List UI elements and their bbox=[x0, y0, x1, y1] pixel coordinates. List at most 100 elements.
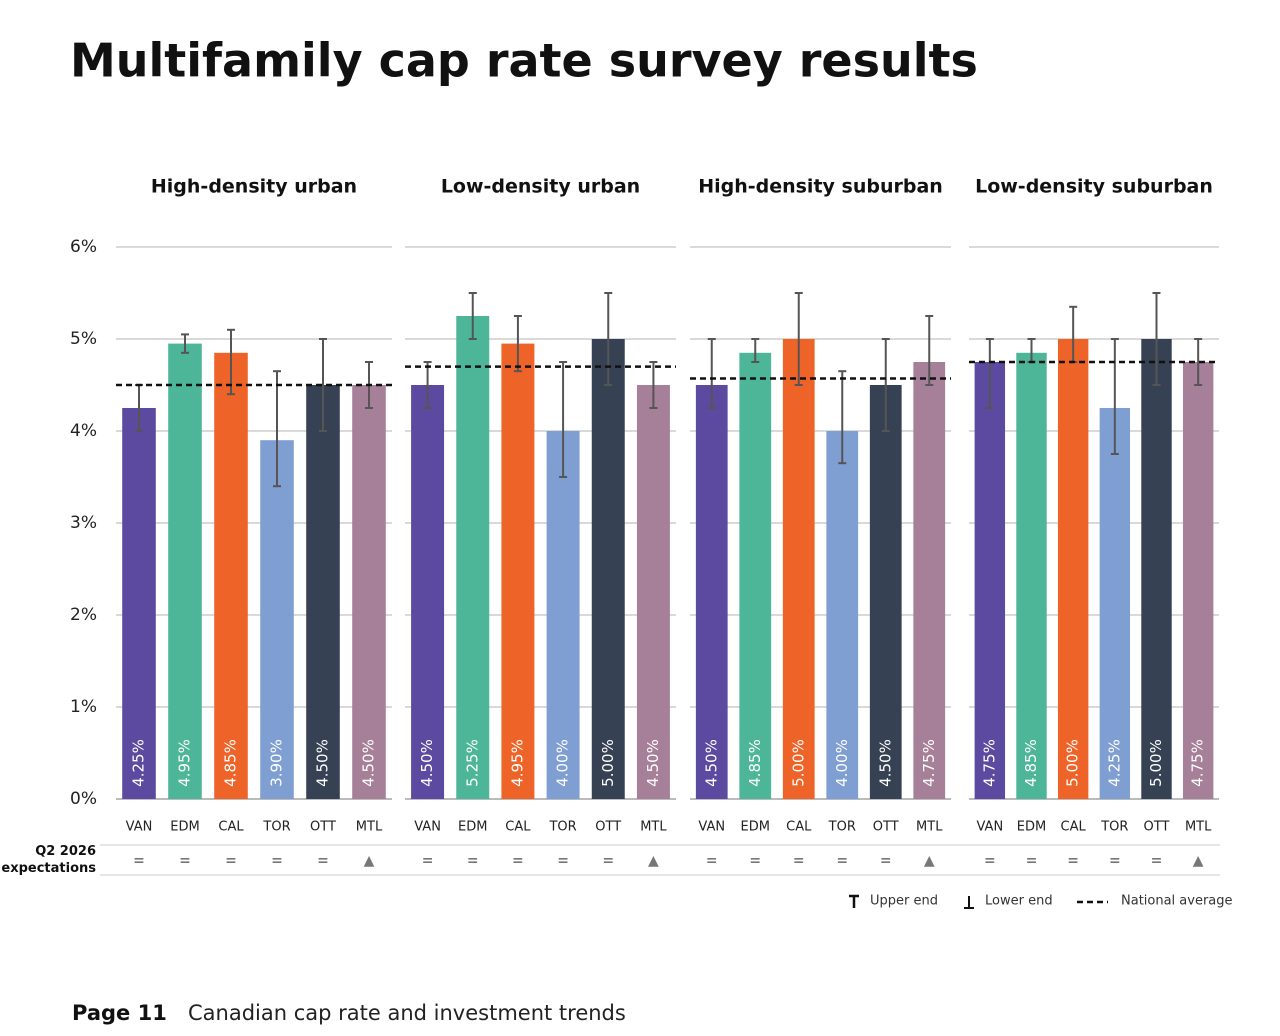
value-label: 4.85% bbox=[1022, 739, 1040, 787]
legend-label: Upper end bbox=[870, 894, 938, 909]
legend-label: Lower end bbox=[985, 894, 1053, 909]
x-tick-label: TOR bbox=[548, 820, 576, 835]
y-tick-label: 6% bbox=[70, 237, 97, 257]
value-label: 4.50% bbox=[702, 739, 720, 787]
expectation: = bbox=[1151, 853, 1163, 869]
bar bbox=[869, 385, 902, 799]
bar bbox=[1057, 339, 1089, 799]
expectation: = bbox=[602, 853, 614, 869]
x-tick-label: OTT bbox=[595, 820, 621, 835]
x-tick-label: VAN bbox=[126, 820, 153, 835]
bar bbox=[974, 362, 1006, 799]
x-tick-label: EDM bbox=[1017, 820, 1046, 835]
expectation: = bbox=[880, 853, 892, 869]
expectation: ▲ bbox=[364, 853, 375, 869]
x-tick-label: VAN bbox=[976, 820, 1003, 835]
y-tick-label: 3% bbox=[70, 513, 97, 533]
value-label: 4.95% bbox=[176, 739, 194, 787]
bar bbox=[168, 343, 202, 799]
expectation: ▲ bbox=[924, 853, 935, 869]
bar bbox=[546, 431, 580, 799]
value-label: 4.50% bbox=[418, 739, 436, 787]
x-tick-label: OTT bbox=[310, 820, 336, 835]
bar bbox=[591, 339, 625, 799]
value-label: 4.25% bbox=[1105, 739, 1123, 787]
value-label: 5.00% bbox=[1064, 739, 1082, 787]
y-tick-label: 4% bbox=[70, 421, 97, 441]
expectation: = bbox=[271, 853, 283, 869]
bar bbox=[411, 385, 445, 799]
legend-label: National average bbox=[1121, 894, 1233, 909]
bar bbox=[739, 352, 772, 799]
expectation: = bbox=[179, 853, 191, 869]
x-tick-label: VAN bbox=[698, 820, 725, 835]
value-label: 5.00% bbox=[1147, 739, 1165, 787]
expectation: = bbox=[1067, 853, 1079, 869]
x-tick-label: EDM bbox=[741, 820, 770, 835]
expectation: = bbox=[984, 853, 996, 869]
bar bbox=[826, 431, 859, 799]
value-label: 4.75% bbox=[1189, 739, 1207, 787]
x-tick-label: OTT bbox=[1144, 820, 1170, 835]
bar bbox=[260, 440, 294, 799]
bar bbox=[122, 408, 156, 799]
x-tick-label: EDM bbox=[458, 820, 487, 835]
value-label: 4.50% bbox=[644, 739, 662, 787]
x-tick-label: CAL bbox=[218, 820, 244, 835]
y-tick-label: 5% bbox=[70, 329, 97, 349]
y-tick-label: 0% bbox=[70, 789, 97, 809]
expectation: ▲ bbox=[1193, 853, 1204, 869]
expectation: = bbox=[317, 853, 329, 869]
x-tick-label: TOR bbox=[828, 820, 856, 835]
bar bbox=[1016, 352, 1047, 799]
expectation: = bbox=[512, 853, 524, 869]
panel-title: High-density urban bbox=[151, 176, 357, 198]
expectation: = bbox=[225, 853, 237, 869]
footer-page: Page 11 bbox=[72, 1001, 167, 1025]
x-tick-label: EDM bbox=[170, 820, 199, 835]
x-tick-label: CAL bbox=[1061, 820, 1087, 835]
value-label: 4.00% bbox=[833, 739, 851, 787]
x-tick-label: VAN bbox=[414, 820, 441, 835]
value-label: 4.50% bbox=[876, 739, 894, 787]
value-label: 4.25% bbox=[130, 739, 148, 787]
expectation: = bbox=[467, 853, 479, 869]
legend-icon-upper bbox=[849, 894, 859, 908]
expectation: = bbox=[1026, 853, 1038, 869]
x-tick-label: MTL bbox=[356, 820, 383, 835]
expectations-label: Q2 2026 expectations bbox=[1, 844, 96, 876]
expectation: = bbox=[133, 853, 145, 869]
bar bbox=[1182, 362, 1214, 799]
bar bbox=[1099, 408, 1131, 799]
expectation: = bbox=[749, 853, 761, 869]
value-label: 4.50% bbox=[360, 739, 378, 787]
value-label: 5.00% bbox=[789, 739, 807, 787]
legend-icon-lower bbox=[964, 896, 974, 909]
x-tick-label: OTT bbox=[873, 820, 899, 835]
y-tick-label: 2% bbox=[70, 605, 97, 625]
expectation: ▲ bbox=[648, 853, 659, 869]
bar bbox=[695, 385, 728, 799]
bar bbox=[1141, 339, 1172, 799]
bar bbox=[214, 352, 248, 799]
expectation: = bbox=[706, 853, 718, 869]
expectation: = bbox=[793, 853, 805, 869]
value-label: 4.50% bbox=[314, 739, 332, 787]
bar bbox=[456, 316, 490, 799]
value-label: 4.95% bbox=[508, 739, 526, 787]
value-label: 3.90% bbox=[268, 739, 286, 787]
value-label: 4.75% bbox=[920, 739, 938, 787]
expectation: = bbox=[557, 853, 569, 869]
bar bbox=[636, 385, 670, 799]
value-label: 5.00% bbox=[599, 739, 617, 787]
value-label: 4.75% bbox=[980, 739, 998, 787]
bar bbox=[501, 343, 535, 799]
expectation: = bbox=[422, 853, 434, 869]
x-tick-label: TOR bbox=[1100, 820, 1128, 835]
page-title: Multifamily cap rate survey results bbox=[70, 34, 978, 88]
bar bbox=[306, 385, 340, 799]
x-tick-label: MTL bbox=[916, 820, 943, 835]
expectation: = bbox=[836, 853, 848, 869]
